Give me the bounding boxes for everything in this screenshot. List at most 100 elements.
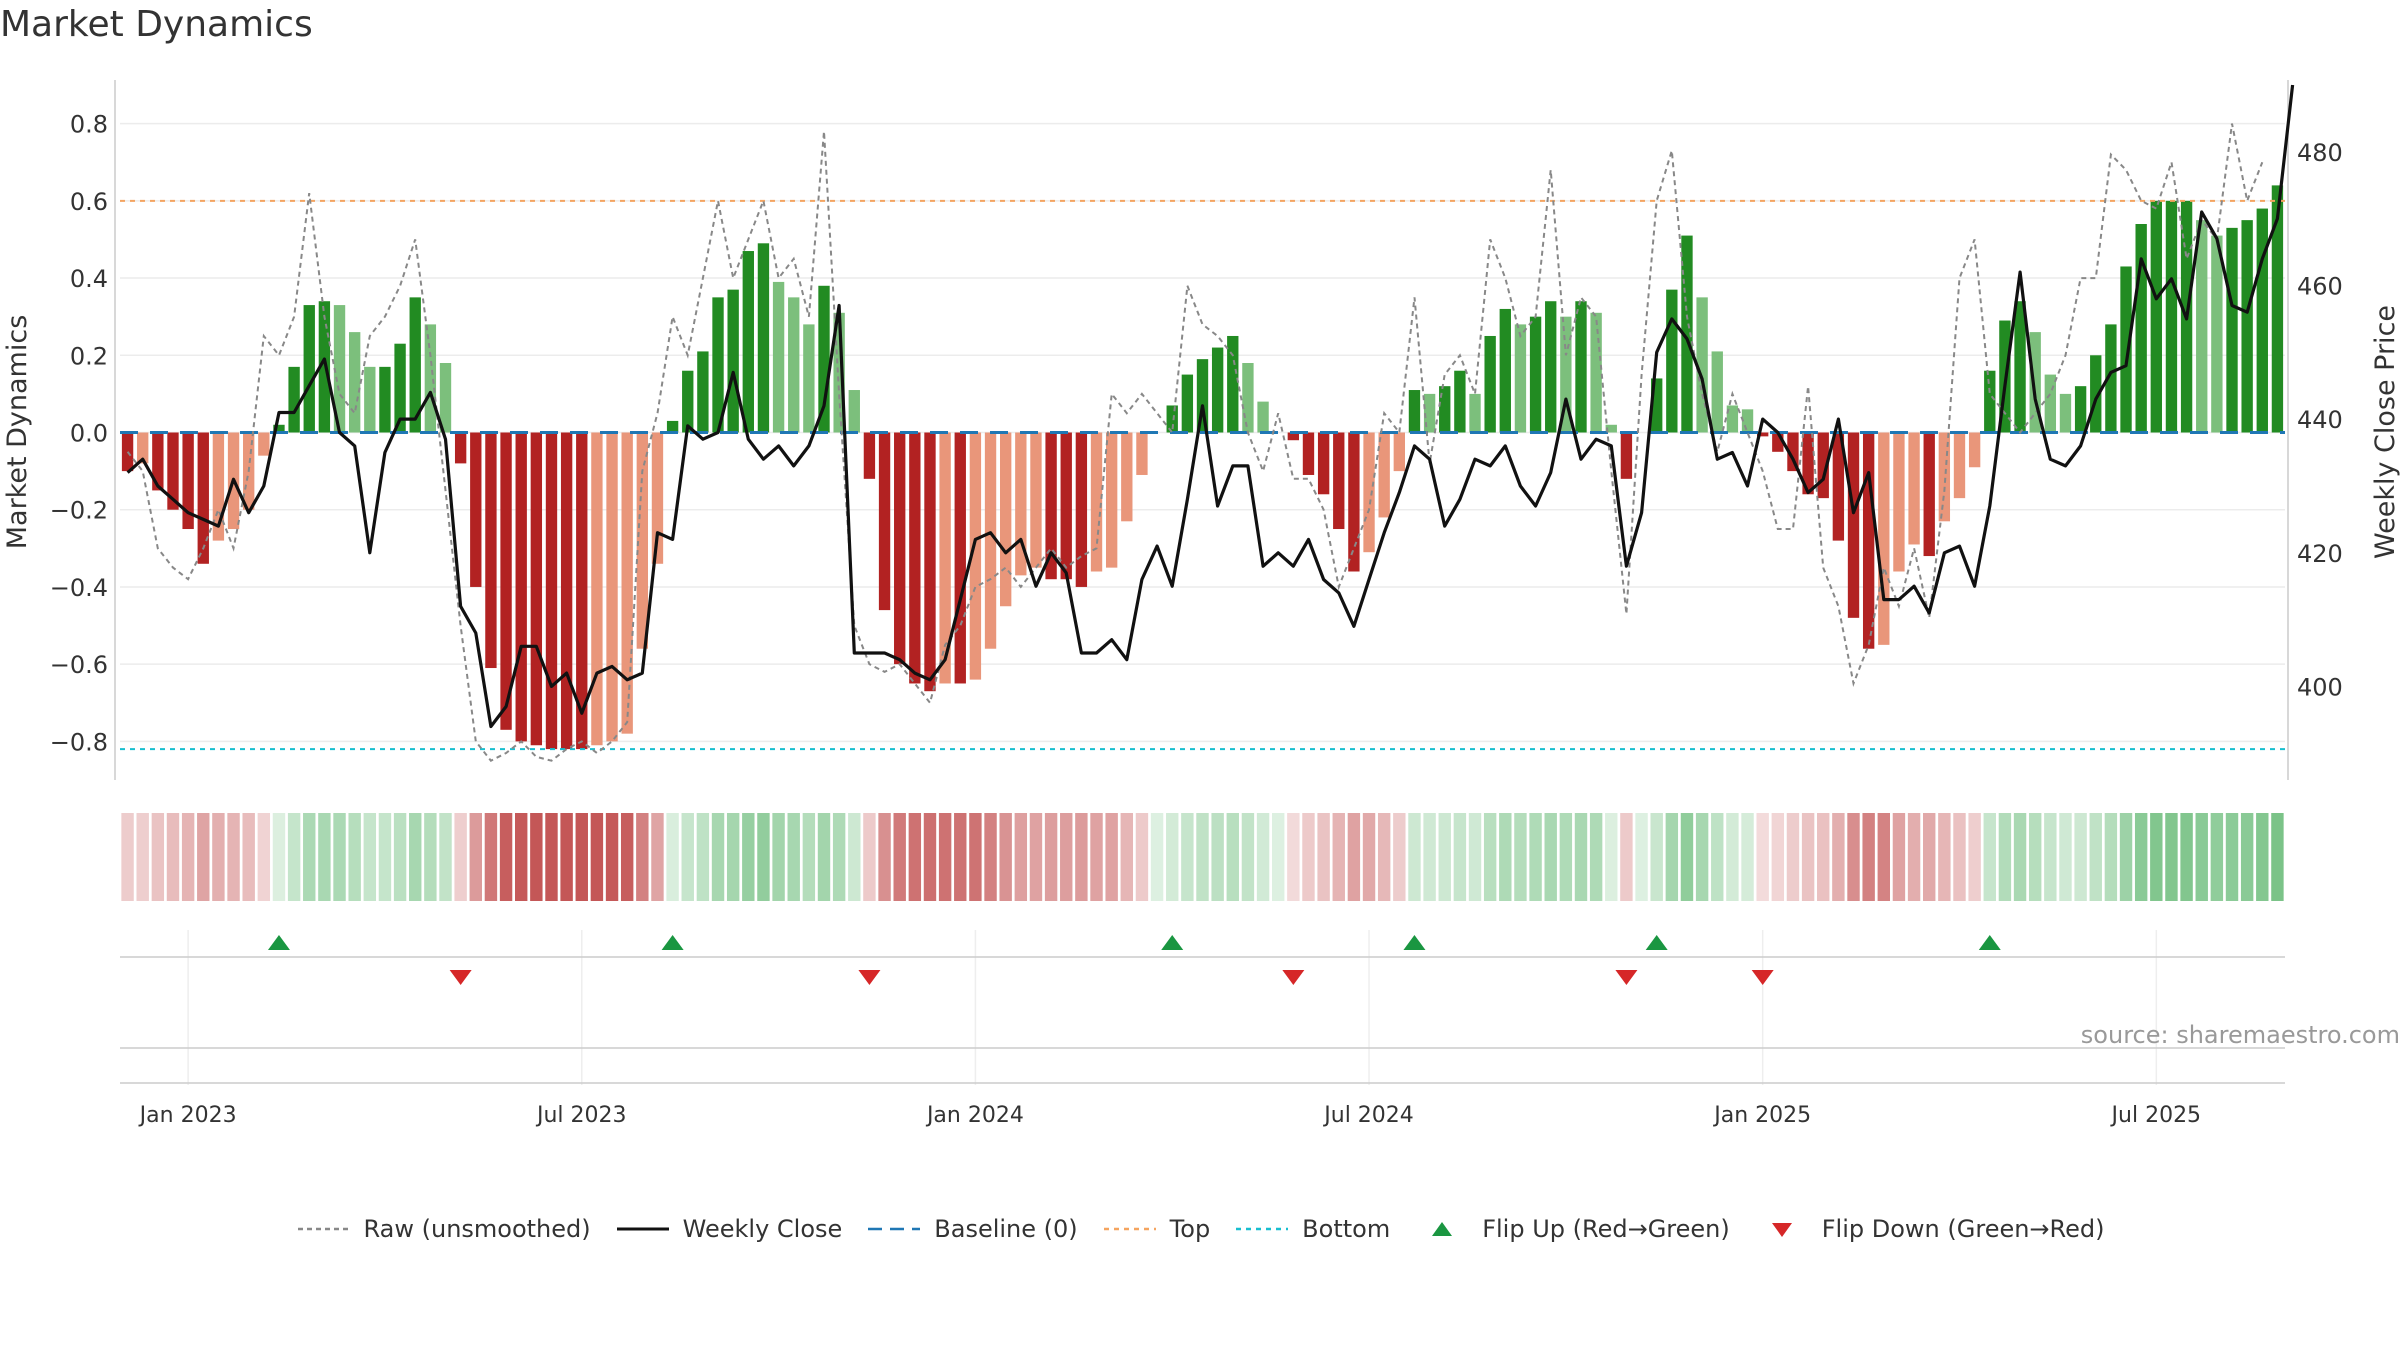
y-tick-label: 0.0: [70, 420, 108, 448]
heat-cell: [212, 813, 225, 901]
dynamics-bar: [1196, 359, 1209, 433]
heat-cell: [575, 813, 588, 901]
heat-cell: [636, 813, 649, 901]
heat-cell: [817, 813, 831, 901]
heat-cell: [1680, 813, 1694, 901]
dynamics-bar: [1393, 432, 1405, 472]
flip-down-marker: [1751, 970, 1774, 985]
dynamics-bar: [2059, 393, 2072, 433]
dynamics-bar: [682, 370, 694, 433]
heat-cell: [1075, 813, 1088, 901]
dynamics-bar: [636, 432, 649, 649]
heat-cell: [2119, 813, 2133, 901]
heat-cell: [863, 813, 876, 901]
dynamics-bar: [2044, 374, 2057, 433]
dynamics-bar: [1105, 432, 1118, 568]
dynamics-bar: [1968, 432, 1981, 468]
dynamics-bar: [1075, 432, 1088, 587]
heat-cell: [1650, 813, 1663, 901]
dynamics-bar: [1499, 308, 1511, 433]
legend-label: Bottom: [1302, 1215, 1391, 1243]
dynamics-bar: [2135, 224, 2147, 433]
heat-cell: [2028, 813, 2042, 901]
dynamics-bar: [894, 432, 906, 665]
dynamics-bar: [1348, 432, 1360, 572]
heat-cell: [1196, 813, 1209, 901]
dynamics-bar: [1545, 301, 1557, 433]
heat-cell: [1135, 813, 1149, 901]
y-tick-label: 0.2: [70, 342, 108, 370]
heat-cell: [257, 813, 271, 901]
dynamics-bar: [1938, 432, 1951, 522]
dynamics-bar: [788, 297, 800, 433]
dynamics-bar: [394, 343, 406, 433]
heat-cell: [1256, 813, 1270, 901]
heat-cell: [1741, 813, 1754, 901]
dynamics-bar: [152, 432, 164, 491]
heat-cell: [1317, 813, 1330, 901]
dynamics-bar: [1136, 432, 1148, 475]
heat-cell: [2044, 813, 2057, 901]
heat-cell: [181, 813, 195, 901]
legend-item-flip_down: Flip Down (Green→Red): [1754, 1215, 2105, 1243]
dynamics-bar: [2165, 200, 2178, 433]
heat-cell: [620, 813, 634, 901]
dynamics-bar: [2211, 235, 2223, 433]
dynamics-bar: [1560, 316, 1572, 433]
dynamics-bar: [772, 281, 785, 433]
heat-cell: [666, 813, 679, 901]
y-axis-title: Market Dynamics: [2, 315, 33, 550]
heat-cell: [1756, 813, 1769, 901]
heat-cell: [2256, 813, 2269, 901]
dynamics-bar: [1711, 351, 1723, 433]
dynamics-bar: [878, 432, 891, 611]
dynamics-bar: [2014, 301, 2026, 433]
y2-tick-label: 460: [2297, 272, 2343, 300]
x-tick-label: Jan 2023: [138, 1103, 237, 1128]
dynamics-bar: [984, 432, 997, 649]
dynamics-bar: [1605, 424, 1617, 433]
dynamics-bar: [1257, 401, 1269, 433]
dynamics-bar: [1181, 374, 1194, 433]
dynamics-bar: [2226, 227, 2238, 433]
dynamics-bar: [1696, 297, 1708, 433]
dynamics-bar: [1681, 235, 1693, 433]
heat-cell: [1408, 813, 1421, 901]
dynamics-bar: [651, 432, 664, 564]
legend-label: Flip Up (Red→Green): [1482, 1215, 1730, 1243]
heat-cell: [1499, 813, 1512, 901]
heat-cell: [1241, 813, 1255, 901]
heat-cell: [999, 813, 1012, 901]
flip-down-marker: [1282, 970, 1305, 985]
heat-cell: [1605, 813, 1618, 901]
dynamics-bar: [1847, 432, 1860, 618]
heat-cell: [1181, 813, 1194, 901]
dynamics-bar: [197, 432, 209, 564]
heat-cell: [1923, 813, 1936, 901]
legend-item-close: Weekly Close: [615, 1215, 842, 1243]
heat-cell: [121, 813, 134, 901]
heat-cell: [136, 813, 149, 901]
dynamics-bar: [1469, 393, 1481, 433]
dynamics-bar: [545, 432, 558, 750]
dynamics-bar: [1772, 432, 1784, 452]
dynamics-bar: [2196, 220, 2208, 433]
heat-cell: [1907, 813, 1921, 901]
dynamics-bar: [1439, 386, 1451, 433]
heat-cell: [605, 813, 619, 901]
heat-cell: [333, 813, 346, 901]
heat-cell: [2240, 813, 2254, 901]
heat-cell: [2134, 813, 2148, 901]
dynamics-bar: [485, 432, 497, 669]
heat-cell: [848, 813, 861, 901]
dynamics-bar: [969, 432, 982, 680]
heat-cell: [1453, 813, 1467, 901]
heat-cell: [681, 813, 694, 901]
dynamics-bar: [1121, 432, 1133, 522]
heat-cell: [726, 813, 740, 901]
heat-cell: [802, 813, 816, 901]
dynamics-bar: [818, 285, 830, 433]
axes: [114, 80, 2289, 1084]
dynamics-bar: [1787, 432, 1799, 472]
heat-cell: [1226, 813, 1239, 901]
